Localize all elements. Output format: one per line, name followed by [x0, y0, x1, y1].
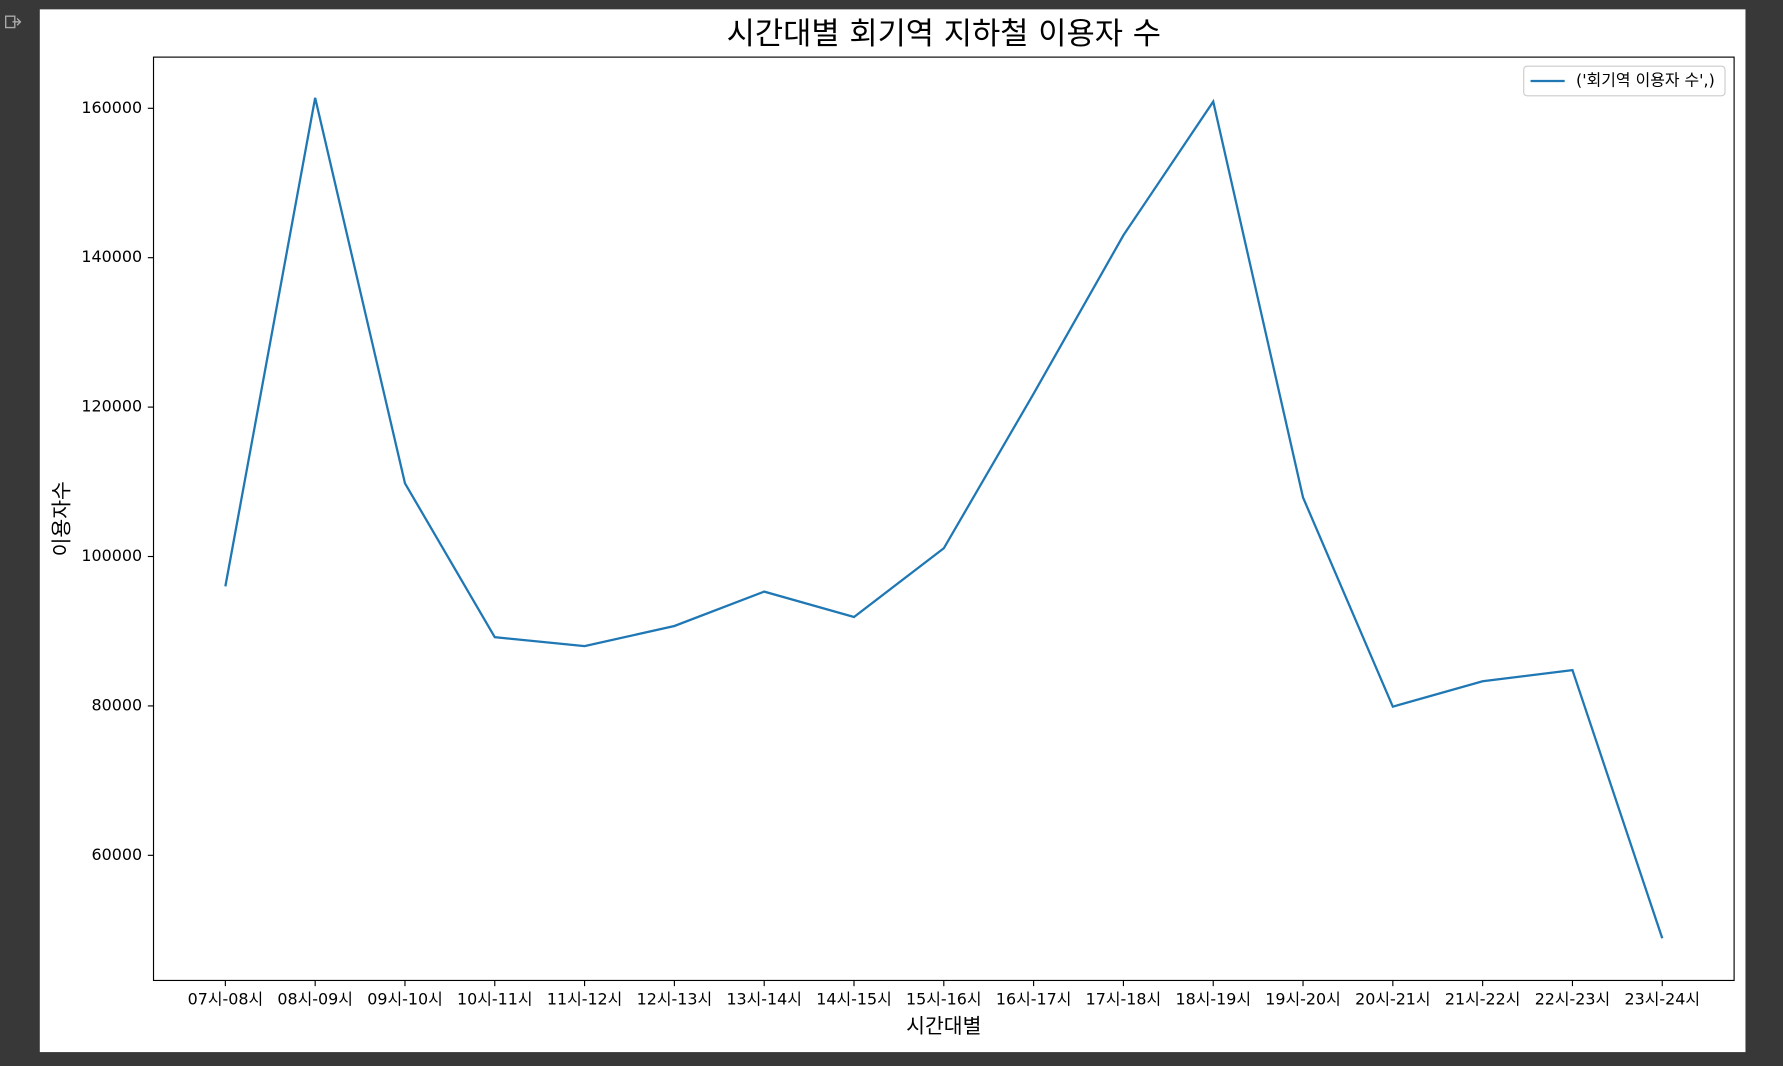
x-tick-label: 14시-15시 [816, 989, 892, 1008]
x-tick-label: 10시-11시 [457, 989, 533, 1008]
x-tick-label: 17시-18시 [1086, 989, 1162, 1008]
x-axis-label: 시간대별 [906, 1014, 981, 1038]
y-axis-label: 이용자수 [50, 481, 74, 556]
x-tick-label: 15시-16시 [906, 989, 982, 1008]
x-tick-label: 16시-17시 [996, 989, 1072, 1008]
x-tick-label: 23시-24시 [1625, 989, 1701, 1008]
x-tick-label: 13시-14시 [726, 989, 802, 1008]
x-tick-label: 22시-23시 [1535, 989, 1611, 1008]
legend-box [1523, 65, 1726, 97]
x-tick-label: 07시-08시 [188, 989, 264, 1008]
chart-title: 시간대별 회기역 지하철 이용자 수 [727, 17, 1161, 52]
y-tick-label: 160000 [81, 98, 142, 117]
legend-label: ('회기역 이용자 수',) [1576, 70, 1715, 89]
x-tick-label: 08시-09시 [277, 989, 352, 1008]
x-tick-label: 19시-20시 [1265, 989, 1341, 1008]
y-tick-label: 80000 [92, 695, 143, 714]
x-tick-label: 09시-10시 [367, 989, 443, 1008]
y-tick-label: 140000 [81, 247, 142, 266]
x-tick-label: 12시-13시 [637, 989, 713, 1008]
x-tick-label: 21시-22시 [1445, 989, 1521, 1008]
line [224, 97, 1664, 939]
y-tick-label: 120000 [81, 397, 142, 416]
x-tick-label: 18시-19시 [1175, 989, 1251, 1008]
x-tick-label: 20시-21시 [1355, 989, 1431, 1008]
output-icon [5, 15, 22, 29]
y-tick-label: 60000 [92, 845, 143, 864]
figure [39, 9, 1746, 1053]
x-tick-label: 11시-12시 [547, 989, 623, 1008]
y-tick-label: 100000 [81, 546, 142, 565]
